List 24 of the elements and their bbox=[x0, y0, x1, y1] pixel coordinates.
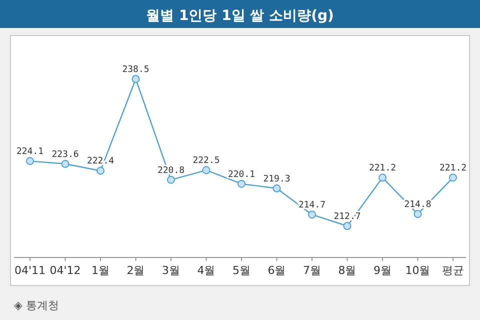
x-tick: 1월 bbox=[92, 264, 110, 277]
data-label: 219.3 bbox=[263, 174, 290, 184]
x-tick: 9월 bbox=[374, 264, 392, 277]
data-label: 224.1 bbox=[16, 147, 44, 158]
data-label: 222.5 bbox=[192, 156, 220, 166]
data-label: 220.1 bbox=[228, 170, 256, 180]
x-tick: 04'11 bbox=[14, 264, 46, 277]
x-tick: 평균 bbox=[442, 264, 464, 277]
x-tick: 4월 bbox=[197, 264, 216, 277]
x-tick: 2월 bbox=[126, 264, 145, 277]
x-tick: 8월 bbox=[338, 264, 356, 277]
title: 월별 1인당 1일 쌀 소비량(g) bbox=[146, 8, 334, 24]
x-tick: 3월 bbox=[162, 264, 180, 277]
data-label: 223.6 bbox=[52, 150, 79, 160]
data-label: 214.7 bbox=[298, 200, 326, 211]
x-tick: 7월 bbox=[303, 264, 321, 277]
data-label: 221.2 bbox=[439, 164, 467, 174]
annotation: ◈ 통계청 bbox=[14, 299, 59, 312]
x-tick: 04'12 bbox=[50, 264, 81, 277]
data-label: 221.2 bbox=[368, 164, 396, 174]
x-tick: 6월 bbox=[268, 264, 286, 277]
data-label: 238.5 bbox=[122, 65, 150, 75]
x-tick: 5월 bbox=[232, 264, 250, 277]
x-tick: 10월 bbox=[405, 264, 430, 277]
